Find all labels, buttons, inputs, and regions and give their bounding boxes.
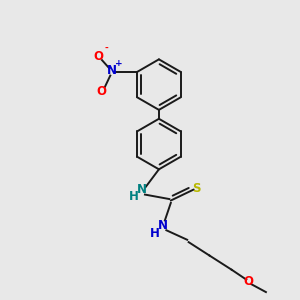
Text: H: H xyxy=(129,190,139,203)
Text: N: N xyxy=(107,64,117,77)
Text: -: - xyxy=(105,44,109,53)
Text: H: H xyxy=(149,227,159,240)
Text: +: + xyxy=(116,59,123,68)
Text: N: N xyxy=(137,183,147,196)
Text: O: O xyxy=(96,85,106,98)
Text: O: O xyxy=(243,274,253,288)
Text: S: S xyxy=(192,182,200,194)
Text: N: N xyxy=(158,219,168,232)
Text: O: O xyxy=(93,50,103,63)
